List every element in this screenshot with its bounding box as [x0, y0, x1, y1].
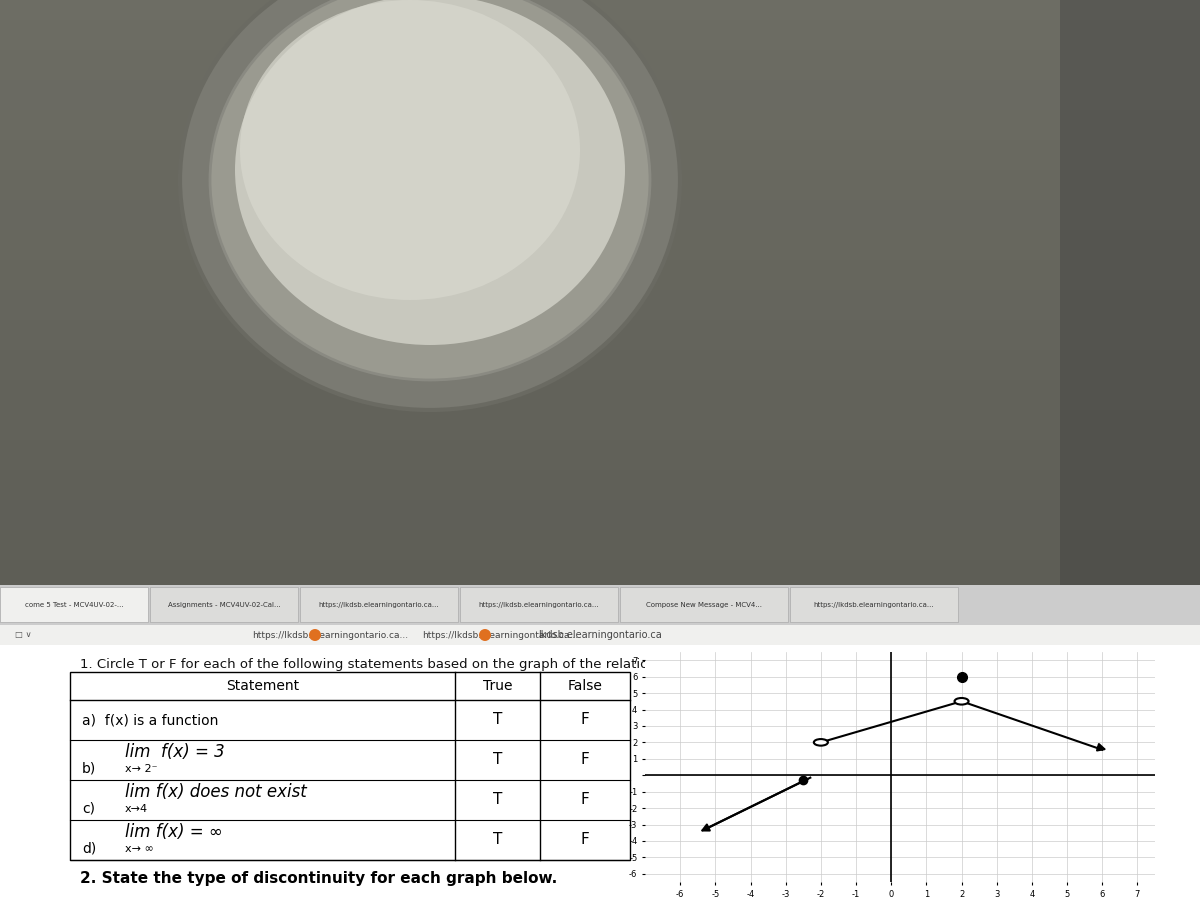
Polygon shape	[0, 260, 1200, 290]
Polygon shape	[0, 470, 1200, 500]
Circle shape	[814, 739, 828, 745]
Ellipse shape	[210, 0, 650, 380]
Polygon shape	[150, 587, 298, 622]
Text: x→ 2⁻: x→ 2⁻	[125, 764, 157, 774]
Text: lim f(x) does not exist: lim f(x) does not exist	[125, 783, 307, 801]
Text: Compose New Message - MCV4...: Compose New Message - MCV4...	[646, 602, 762, 608]
Text: T: T	[493, 832, 502, 848]
Text: F: F	[581, 793, 589, 807]
Text: a)  f(x) is a function: a) f(x) is a function	[82, 713, 218, 727]
Text: Assignments - MCV4UV-02-Cal...: Assignments - MCV4UV-02-Cal...	[168, 602, 281, 608]
Circle shape	[954, 698, 968, 705]
Polygon shape	[0, 625, 1200, 645]
Text: https://lkdsb.elearningontario.ca...: https://lkdsb.elearningontario.ca...	[479, 602, 599, 608]
Text: 1. Circle T or F for each of the following statements based on the graph of the : 1. Circle T or F for each of the followi…	[80, 658, 778, 671]
Polygon shape	[0, 645, 1200, 900]
Text: 2. State the type of discontinuity for each graph below.: 2. State the type of discontinuity for e…	[80, 870, 557, 886]
Polygon shape	[0, 170, 1200, 200]
Circle shape	[479, 629, 491, 641]
Polygon shape	[0, 0, 1200, 320]
Polygon shape	[1060, 0, 1200, 590]
Polygon shape	[600, 0, 1050, 320]
Polygon shape	[0, 200, 1200, 230]
Text: F: F	[581, 713, 589, 727]
Ellipse shape	[240, 0, 580, 300]
Text: https://lkdsb.elearningontario.ca...: https://lkdsb.elearningontario.ca...	[814, 602, 935, 608]
Text: c): c)	[82, 802, 95, 816]
Circle shape	[310, 629, 322, 641]
Text: F: F	[581, 832, 589, 848]
Text: □ ∨: □ ∨	[14, 631, 31, 640]
Polygon shape	[0, 585, 1200, 625]
Text: lim  f(x) = 3: lim f(x) = 3	[125, 743, 224, 761]
Polygon shape	[0, 440, 1200, 470]
Polygon shape	[460, 587, 618, 622]
Polygon shape	[620, 587, 788, 622]
Polygon shape	[0, 0, 1200, 590]
Ellipse shape	[235, 0, 625, 345]
Text: lim f(x) = ∞: lim f(x) = ∞	[125, 823, 223, 841]
Text: T: T	[493, 752, 502, 768]
Text: x→ ∞: x→ ∞	[125, 844, 154, 854]
Polygon shape	[0, 320, 1200, 350]
Polygon shape	[790, 587, 958, 622]
Text: Statement: Statement	[226, 679, 299, 693]
Polygon shape	[0, 585, 1200, 900]
Text: False: False	[568, 679, 602, 693]
Text: d): d)	[82, 842, 96, 856]
Polygon shape	[0, 80, 1200, 110]
Polygon shape	[70, 672, 630, 860]
Text: T: T	[493, 793, 502, 807]
Text: x→4: x→4	[125, 804, 148, 814]
Text: b): b)	[82, 762, 96, 776]
Text: https://lkdsb.elearningontario.ca...: https://lkdsb.elearningontario.ca...	[422, 631, 578, 640]
Polygon shape	[0, 587, 148, 622]
Polygon shape	[0, 350, 1200, 380]
Text: lkdsb.elearningontario.ca: lkdsb.elearningontario.ca	[538, 630, 662, 640]
Polygon shape	[0, 530, 1200, 560]
Polygon shape	[0, 590, 1200, 600]
Polygon shape	[0, 560, 1200, 590]
Text: F: F	[581, 752, 589, 768]
Polygon shape	[0, 110, 1200, 140]
Polygon shape	[0, 290, 1200, 320]
Text: T: T	[493, 713, 502, 727]
Polygon shape	[0, 140, 1200, 170]
Text: https://lkdsb.elearningontario.ca...: https://lkdsb.elearningontario.ca...	[319, 602, 439, 608]
Polygon shape	[0, 500, 1200, 530]
Text: come 5 Test - MCV4UV-02-...: come 5 Test - MCV4UV-02-...	[25, 602, 124, 608]
Polygon shape	[300, 587, 458, 622]
Text: https://lkdsb.elearningontario.ca...: https://lkdsb.elearningontario.ca...	[252, 631, 408, 640]
Text: True: True	[482, 679, 512, 693]
Polygon shape	[0, 230, 1200, 260]
Ellipse shape	[180, 0, 680, 410]
Polygon shape	[0, 410, 1200, 440]
Polygon shape	[0, 380, 1200, 410]
